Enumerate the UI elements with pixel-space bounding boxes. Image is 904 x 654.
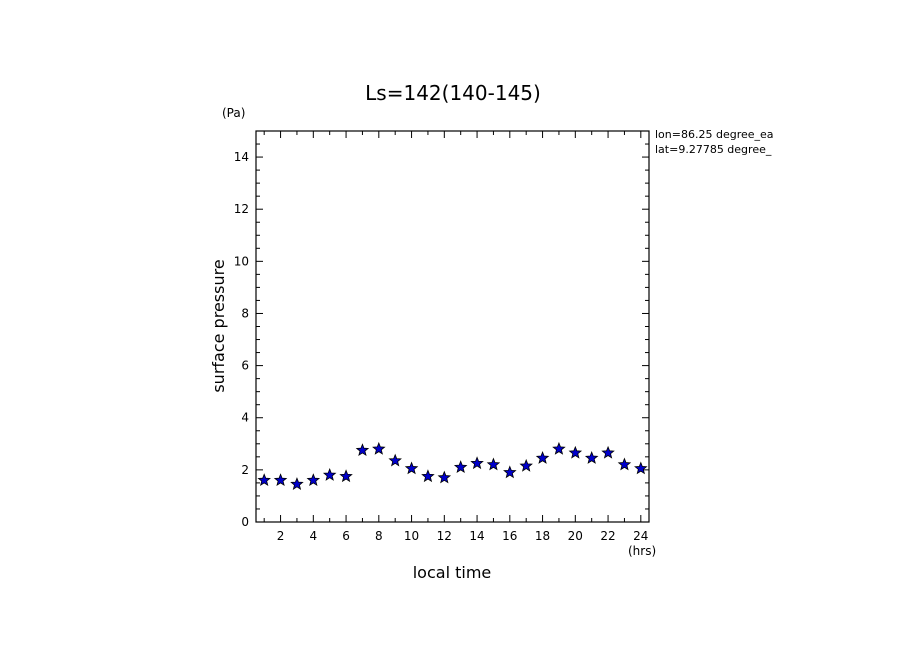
data-point <box>634 461 648 475</box>
annotation-lat-overlay: lat=9.27785 degree_ <box>655 143 772 156</box>
y-tick-label: 8 <box>241 306 249 320</box>
data-point <box>437 470 452 484</box>
y-unit-label: (Pa) <box>222 106 245 120</box>
y-tick-label: 2 <box>241 463 249 477</box>
data-point <box>535 451 550 464</box>
y-tick-label: 10 <box>234 254 249 268</box>
x-tick-label: 16 <box>502 529 517 543</box>
x-unit-label: (hrs) <box>628 544 656 558</box>
data-point <box>584 451 599 464</box>
plot-frame <box>255 130 650 523</box>
data-point <box>404 461 419 475</box>
x-axis-ticks: 2 4 6 8 10 12 14 16 18 20 22 24 <box>263 131 648 543</box>
x-tick-label: 2 <box>277 529 285 543</box>
data-point <box>519 458 533 472</box>
data-point <box>372 441 386 455</box>
data-point <box>355 443 370 457</box>
data-point <box>322 467 337 481</box>
data-point <box>568 445 583 459</box>
y-axis-ticks: 0 2 4 6 8 10 12 14 <box>234 130 649 529</box>
x-tick-label: 24 <box>633 529 648 543</box>
data-point <box>273 473 288 487</box>
data-points <box>257 441 664 490</box>
data-point <box>339 469 353 483</box>
data-point <box>552 441 566 455</box>
data-point <box>601 445 615 459</box>
data-point <box>503 465 517 479</box>
x-tick-label: 22 <box>600 529 615 543</box>
y-tick-label: 14 <box>234 150 249 164</box>
x-axis-label: local time <box>413 563 492 582</box>
x-tick-label: 6 <box>342 529 350 543</box>
data-point <box>617 457 632 471</box>
data-point <box>290 477 304 490</box>
data-point <box>306 473 321 487</box>
x-tick-label: 18 <box>535 529 550 543</box>
x-tick-label: 14 <box>469 529 484 543</box>
y-tick-label: 6 <box>241 359 249 373</box>
data-point <box>486 457 501 471</box>
chart-title: Ls=142(140-145) <box>365 81 541 105</box>
x-tick-label: 12 <box>437 529 452 543</box>
data-point <box>421 469 435 483</box>
data-point <box>257 473 271 487</box>
data-point <box>388 453 402 467</box>
x-tick-label: 8 <box>375 529 383 543</box>
x-tick-label: 20 <box>568 529 583 543</box>
data-point <box>453 460 468 473</box>
right-mask <box>649 125 789 530</box>
annotation-lon-overlay: lon=86.25 degree_ea <box>655 128 774 141</box>
y-tick-label: 12 <box>234 202 249 216</box>
x-tick-label: 4 <box>309 529 317 543</box>
y-tick-label: 0 <box>241 515 249 529</box>
y-axis-label: surface pressure <box>209 259 228 392</box>
y-tick-label: 4 <box>241 411 249 425</box>
data-point <box>470 456 484 470</box>
x-tick-label: 10 <box>404 529 419 543</box>
